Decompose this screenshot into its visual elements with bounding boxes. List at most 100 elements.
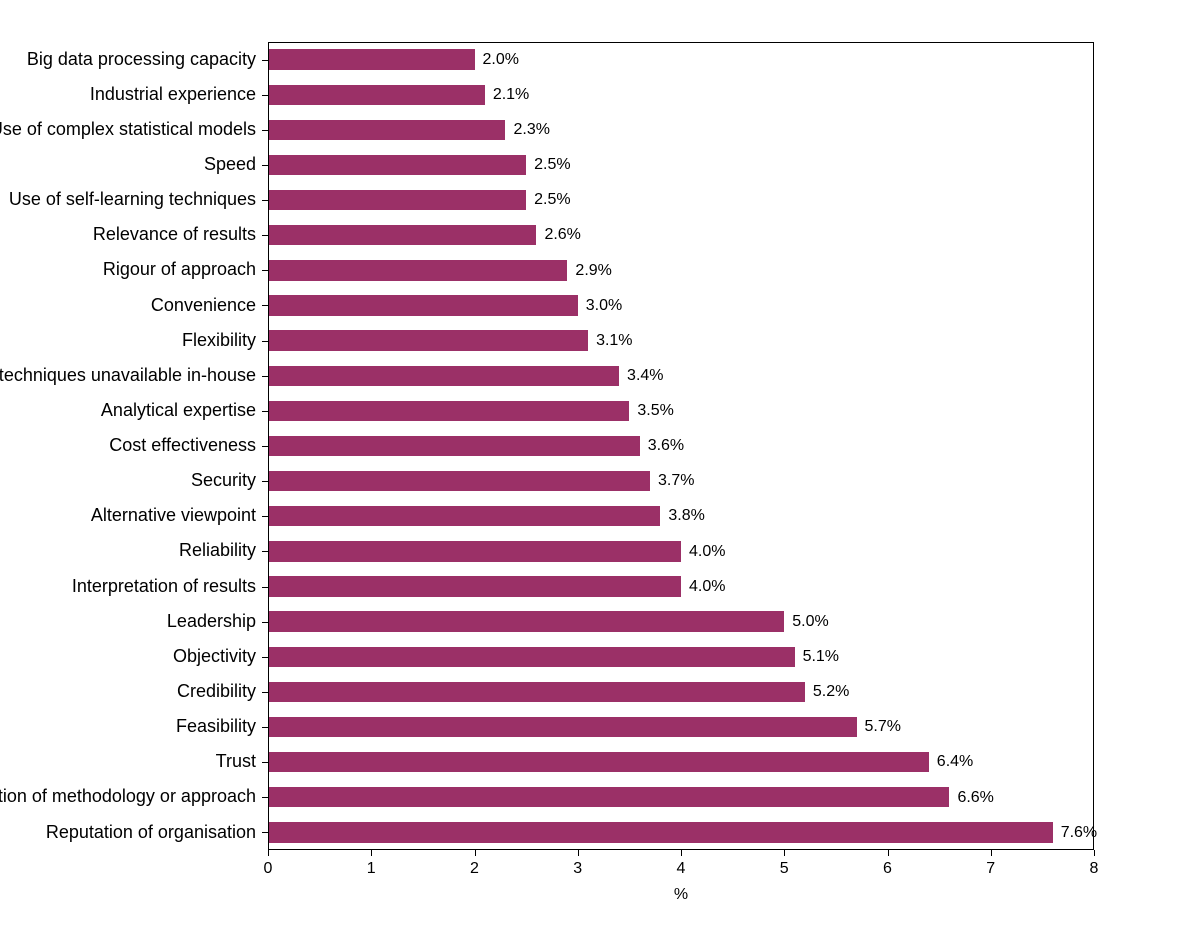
bar-value-label: 5.2% [813, 683, 849, 701]
bar-value-label: 5.0% [792, 613, 828, 631]
y-category-label: Use of complex statistical models [0, 120, 256, 140]
x-tick-label: 4 [677, 860, 686, 878]
x-tick-label: 2 [470, 860, 479, 878]
y-category-label: Cost effectiveness [109, 436, 256, 456]
x-tick-label: 3 [573, 860, 582, 878]
bar [269, 611, 784, 631]
bar [269, 190, 526, 210]
bar-value-label: 3.6% [648, 437, 684, 455]
y-tick [262, 200, 268, 201]
bar-value-label: 7.6% [1061, 824, 1097, 842]
y-tick [262, 60, 268, 61]
x-tick-label: 8 [1090, 860, 1099, 878]
y-tick [262, 341, 268, 342]
y-tick [262, 130, 268, 131]
bar-value-label: 3.5% [637, 402, 673, 420]
y-category-label: Flexibility [182, 331, 256, 351]
y-category-label: Relevance of results [93, 225, 256, 245]
y-category-label: Objectivity [173, 647, 256, 667]
y-tick [262, 832, 268, 833]
bar [269, 787, 949, 807]
y-category-label: Credibility [177, 682, 256, 702]
y-category-label: Rigour of approach [103, 260, 256, 280]
bar [269, 225, 536, 245]
bar-value-label: 2.3% [513, 121, 549, 139]
x-tick [1094, 850, 1095, 856]
y-category-label: Convenience [151, 296, 256, 316]
y-tick [262, 165, 268, 166]
y-tick [262, 270, 268, 271]
bar-value-label: 3.8% [668, 507, 704, 525]
y-tick [262, 446, 268, 447]
y-tick [262, 762, 268, 763]
y-category-label: Use of self-learning techniques [9, 190, 256, 210]
y-tick [262, 727, 268, 728]
chart-container: 012345678 Big data processing capacityIn… [0, 0, 1191, 928]
y-category-label: Analytical expertise [101, 401, 256, 421]
x-tick [268, 850, 269, 856]
y-tick [262, 657, 268, 658]
bar-value-label: 3.7% [658, 472, 694, 490]
bar-value-label: 3.0% [586, 297, 622, 315]
bar-value-label: 5.7% [865, 718, 901, 736]
y-category-label: Access to techniques unavailable in-hous… [0, 366, 256, 386]
bar-value-label: 2.9% [575, 262, 611, 280]
y-category-label: Big data processing capacity [27, 50, 256, 70]
y-category-label: Reliability [179, 541, 256, 561]
bar [269, 822, 1053, 842]
x-tick [371, 850, 372, 856]
y-category-label: Feasibility [176, 717, 256, 737]
x-tick [888, 850, 889, 856]
y-category-label: Alternative viewpoint [91, 506, 256, 526]
y-tick [262, 587, 268, 588]
y-category-label: Security [191, 471, 256, 491]
plot-border [1093, 42, 1094, 850]
x-tick [991, 850, 992, 856]
y-tick [262, 797, 268, 798]
bar-value-label: 6.6% [957, 789, 993, 807]
y-category-label: Trust [216, 752, 256, 772]
bar-value-label: 3.4% [627, 367, 663, 385]
x-tick-label: 5 [780, 860, 789, 878]
y-tick [262, 622, 268, 623]
bar [269, 120, 505, 140]
bar-value-label: 3.1% [596, 332, 632, 350]
y-tick [262, 516, 268, 517]
bar-value-label: 2.5% [534, 191, 570, 209]
y-category-label: Leadership [167, 612, 256, 632]
bar-value-label: 4.0% [689, 543, 725, 561]
bar [269, 506, 660, 526]
x-tick-label: 7 [986, 860, 995, 878]
bar [269, 155, 526, 175]
x-tick-label: 6 [883, 860, 892, 878]
bar [269, 752, 929, 772]
bar [269, 541, 681, 561]
bar-value-label: 6.4% [937, 753, 973, 771]
y-tick [262, 376, 268, 377]
bar [269, 717, 857, 737]
y-tick [262, 95, 268, 96]
bar [269, 260, 567, 280]
x-axis-title: % [674, 886, 688, 904]
x-tick [681, 850, 682, 856]
bar [269, 295, 578, 315]
bar-value-label: 2.1% [493, 86, 529, 104]
y-tick [262, 481, 268, 482]
y-tick [262, 305, 268, 306]
bar [269, 85, 485, 105]
bar [269, 49, 475, 69]
y-tick [262, 235, 268, 236]
bar [269, 401, 629, 421]
bar [269, 330, 588, 350]
x-tick [475, 850, 476, 856]
bar [269, 576, 681, 596]
y-category-label: Reputation of methodology or approach [0, 787, 256, 807]
bar-value-label: 5.1% [803, 648, 839, 666]
y-tick [262, 411, 268, 412]
y-category-label: Speed [204, 155, 256, 175]
y-category-label: Industrial experience [90, 85, 256, 105]
bar-value-label: 2.0% [483, 51, 519, 69]
y-category-label: Reputation of organisation [46, 823, 256, 843]
x-tick-label: 1 [367, 860, 376, 878]
y-tick [262, 692, 268, 693]
